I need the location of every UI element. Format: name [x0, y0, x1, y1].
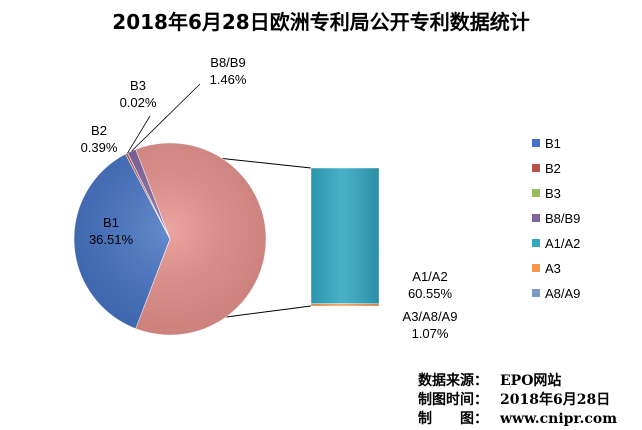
- data-source-label: 数据来源：: [418, 373, 488, 389]
- legend-swatch: [532, 214, 540, 222]
- data-label-b3: B3 0.02%: [120, 78, 157, 110]
- legend-label: B3: [545, 186, 561, 201]
- legend-swatch: [532, 139, 540, 147]
- data-label-name: B3: [130, 78, 146, 93]
- chart-title: 2018年6月28日欧洲专利局公开专利数据统计: [112, 10, 530, 34]
- legend-item-b8-b9: B8/B9: [532, 211, 580, 226]
- legend: B1 B2 B3 B8/B9 A1/A2 A3 A8/A9: [532, 136, 580, 301]
- data-label-value: 60.55%: [408, 286, 453, 301]
- legend-item-a3: A3: [532, 261, 561, 276]
- legend-label: B8/B9: [545, 211, 580, 226]
- chart-date-label: 制图时间：: [418, 392, 488, 408]
- legend-item-a8-a9: A8/A9: [532, 286, 580, 301]
- legend-item-b2: B2: [532, 161, 561, 176]
- maker-value: www.cnipr.com: [500, 411, 618, 427]
- bar-segment-a3-a8-a9: [310, 303, 380, 307]
- leader-lines: [127, 83, 201, 154]
- data-label-name: B1: [103, 215, 119, 230]
- legend-label: A8/A9: [545, 286, 580, 301]
- legend-item-b3: B3: [532, 186, 561, 201]
- data-label-a1-a2: A1/A2 60.55%: [408, 269, 453, 301]
- legend-label: B2: [545, 161, 561, 176]
- data-label-name: A1/A2: [412, 269, 447, 284]
- data-label-value: 1.46%: [210, 72, 247, 87]
- data-label-name: B2: [91, 123, 107, 138]
- legend-swatch: [532, 239, 540, 247]
- legend-label: B1: [545, 136, 561, 151]
- data-source-value: EPO网站: [500, 373, 562, 389]
- data-label-value: 1.07%: [412, 326, 449, 341]
- legend-item-b1: B1: [532, 136, 561, 151]
- data-label-a3-a8-a9: A3/A8/A9 1.07%: [403, 309, 458, 341]
- data-label-b2: B2 0.39%: [81, 123, 118, 155]
- maker-label: 制 图：: [418, 411, 488, 427]
- data-label-name: B8/B9: [210, 55, 245, 70]
- legend-item-a1-a2: A1/A2: [532, 236, 580, 251]
- legend-label: A1/A2: [545, 236, 580, 251]
- legend-swatch: [532, 189, 540, 197]
- stacked-bar: [310, 167, 380, 307]
- chart-date-row: 制图时间： 2018年6月28日: [418, 391, 617, 410]
- chart-date-value: 2018年6月28日: [500, 392, 611, 408]
- maker-row: 制 图： www.cnipr.com: [418, 410, 617, 429]
- data-label-b1: B1 36.51%: [89, 215, 134, 247]
- source-info: 数据来源： EPO网站 制图时间： 2018年6月28日 制 图： www.cnipr…: [418, 372, 617, 429]
- leader-b3: [127, 115, 151, 154]
- data-label-b8-b9: B8/B9 1.46%: [210, 55, 247, 87]
- legend-swatch: [532, 264, 540, 272]
- legend-label: A3: [545, 261, 561, 276]
- data-labels: B1 36.51% B2 0.39% B3 0.02% B8/B9 1.46% A1/A2 60.…: [81, 55, 458, 341]
- data-label-value: 0.02%: [120, 95, 157, 110]
- data-label-name: A3/A8/A9: [403, 309, 458, 324]
- data-label-value: 36.51%: [89, 232, 134, 247]
- data-source-row: 数据来源： EPO网站: [418, 372, 617, 391]
- leader-b8b9: [131, 83, 201, 152]
- legend-swatch: [532, 164, 540, 172]
- data-label-value: 0.39%: [81, 140, 118, 155]
- bar-segment-a1-a2: [310, 167, 380, 304]
- legend-swatch: [532, 289, 540, 297]
